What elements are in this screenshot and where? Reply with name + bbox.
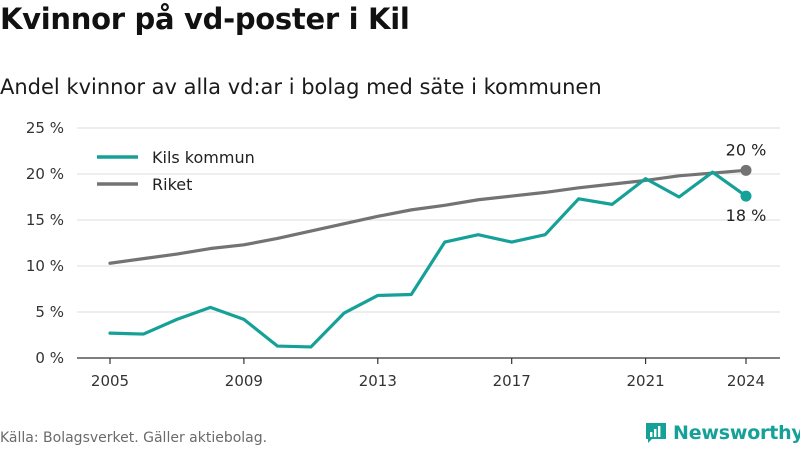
x-tick-label: 2005 xyxy=(91,372,129,390)
brand: Newsworthy xyxy=(645,420,800,446)
x-tick-label: 2024 xyxy=(727,372,765,390)
end-label-kils-kommun: 18 % xyxy=(726,206,767,225)
y-tick-label: 10 % xyxy=(26,257,64,275)
source-note: Källa: Bolagsverket. Gäller aktiebolag. xyxy=(0,430,268,446)
line-chart: 0 % 5 % 10 % 15 % 20 % 25 % 2005 2009 2013 2017 20… xyxy=(26,119,780,390)
end-point-riket xyxy=(740,164,752,176)
y-tick-label: 20 % xyxy=(26,165,64,183)
y-tick-label: 5 % xyxy=(35,303,64,321)
x-tick-label: 2021 xyxy=(626,372,664,390)
x-tick-label: 2009 xyxy=(225,372,263,390)
chart-subtitle: Andel kvinnor av alla vd:ar i bolag med … xyxy=(0,75,602,99)
y-tick-label: 15 % xyxy=(26,211,64,229)
end-point-kils-kommun xyxy=(740,190,752,202)
legend-label-riket: Riket xyxy=(152,175,192,194)
series-line-riket xyxy=(108,168,748,265)
y-tick-label: 25 % xyxy=(26,119,64,137)
y-tick-label: 0 % xyxy=(35,349,64,367)
end-label-riket: 20 % xyxy=(726,140,767,159)
newsworthy-logo-icon xyxy=(646,423,666,443)
series-line-kils-kommun xyxy=(108,170,748,349)
legend-label-kils-kommun: Kils kommun xyxy=(152,148,255,167)
brand-name: Newsworthy xyxy=(673,422,800,444)
x-tick-label: 2017 xyxy=(493,372,531,390)
x-tick-label: 2013 xyxy=(359,372,397,390)
chart-title: Kvinnor på vd-poster i Kil xyxy=(0,2,410,36)
